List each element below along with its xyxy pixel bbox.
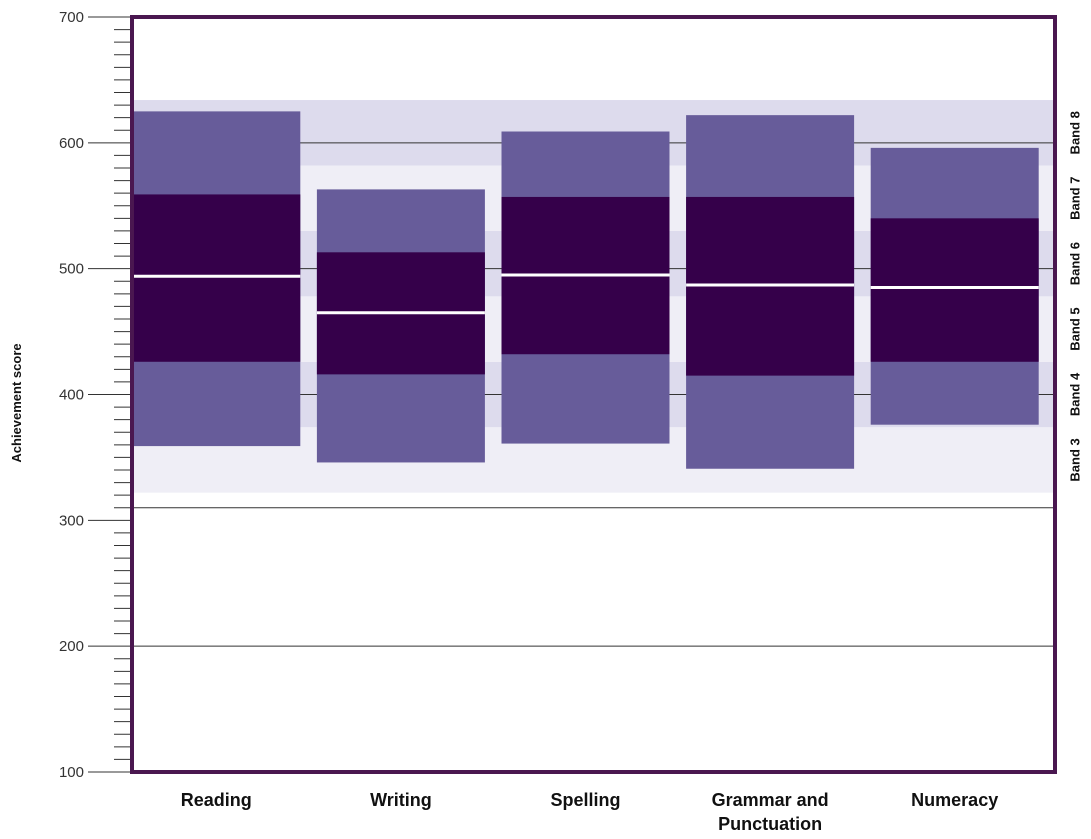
y-axis-title: Achievement score xyxy=(9,343,24,462)
category-label: Grammar and xyxy=(712,790,829,810)
category-label: Reading xyxy=(181,790,252,810)
y-tick-label: 100 xyxy=(59,764,84,781)
band-label: Band 3 xyxy=(1067,438,1082,481)
band-label: Band 5 xyxy=(1067,307,1082,350)
y-tick-label: 500 xyxy=(59,261,84,278)
boxes xyxy=(132,111,1039,469)
inner-range-bar xyxy=(870,218,1039,362)
inner-range-bar xyxy=(132,194,301,362)
y-axis: 100 200 300 400 500 600 700 xyxy=(59,9,132,781)
y-tick-label: 200 xyxy=(59,638,84,655)
category-label: Writing xyxy=(370,790,432,810)
band-label: Band 6 xyxy=(1067,242,1082,285)
category-label: Punctuation xyxy=(718,814,822,834)
category-label: Numeracy xyxy=(911,790,998,810)
y-tick-label: 300 xyxy=(59,512,84,529)
y-tick-label: 700 xyxy=(59,9,84,26)
plot-frame xyxy=(130,15,1057,774)
y-tick-label: 400 xyxy=(59,387,84,404)
category-labels: Reading Writing Spelling Grammar and Punctua… xyxy=(181,790,998,834)
band-labels: Band 3 Band 4 Band 5 Band 6 Band 7 Band 8 xyxy=(1067,111,1082,482)
category-label: Spelling xyxy=(550,790,620,810)
band-label: Band 8 xyxy=(1067,111,1082,154)
y-tick-label: 600 xyxy=(59,135,84,152)
band-label: Band 4 xyxy=(1067,372,1082,416)
band-label: Band 7 xyxy=(1067,177,1082,220)
